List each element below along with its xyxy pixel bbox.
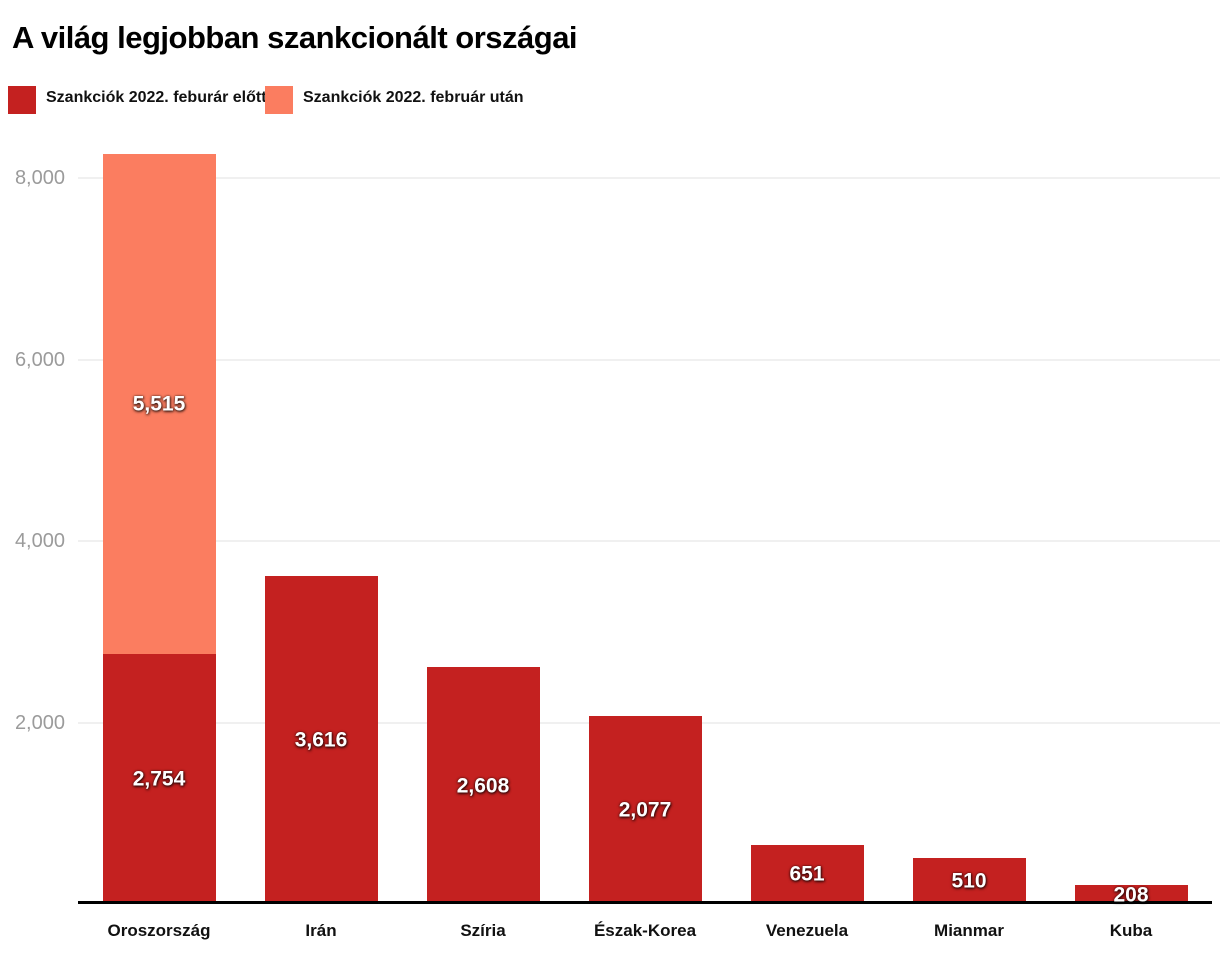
y-tick-label-6000: 6,000 <box>14 348 65 371</box>
bar-segment-oroszorszag-before <box>102 654 216 904</box>
x-axis-label-venezuela: Venezuela <box>765 921 849 940</box>
legend: Szankciók 2022. feburár előtt Szankciók … <box>0 85 1220 140</box>
x-axis-label-eszak-korea: Észak-Korea <box>593 921 697 940</box>
legend-swatch-after-icon <box>265 86 293 114</box>
x-axis-label-oroszorszag: Oroszország <box>107 921 211 940</box>
x-axis-label-iran: Irán <box>305 921 337 940</box>
bar-segment-iran-before <box>264 575 378 904</box>
legend-swatch-before-icon <box>8 86 36 114</box>
y-tick-label-2000: 2,000 <box>14 711 65 734</box>
legend-item-before: Szankciók 2022. feburár előtt <box>8 85 267 114</box>
x-axis-line <box>78 901 1212 904</box>
value-label-eszak-korea-before: 2,077 <box>618 798 672 822</box>
bar-segment-oroszorszag-after <box>102 153 216 655</box>
value-label-oroszorszag-before: 2,754 <box>132 767 186 791</box>
bar-segment-eszak-korea-before <box>588 715 702 904</box>
value-label-venezuela-before: 651 <box>789 862 825 886</box>
x-axis-label-mianmar: Mianmar <box>934 921 1004 940</box>
bar-segment-kuba-before <box>1074 885 1188 904</box>
bar-segment-mianmar-before <box>912 857 1026 904</box>
legend-label-before: Szankciók 2022. feburár előtt <box>46 89 267 106</box>
legend-label-after: Szankciók 2022. február után <box>303 89 524 106</box>
gridline-4000 <box>78 540 1220 542</box>
value-label-iran-before: 3,616 <box>294 728 348 752</box>
value-label-kuba-before: 208 <box>1113 883 1149 907</box>
x-axis-label-sziria: Szíria <box>460 921 506 940</box>
y-tick-label-8000: 8,000 <box>14 167 65 189</box>
chart-title: A világ legjobban szankcionált országai <box>12 20 578 55</box>
value-label-sziria-before: 2,608 <box>456 774 510 798</box>
gridline-6000 <box>78 359 1220 360</box>
bar-segment-venezuela-before <box>750 844 864 904</box>
gridline-8000 <box>78 177 1220 179</box>
y-tick-label-4000: 4,000 <box>14 530 65 552</box>
plot-area: 2,000 4,000 6,000 8,000 2,754 5,515 Oroszorszá… <box>0 150 1220 940</box>
value-label-mianmar-before: 510 <box>951 869 987 893</box>
legend-item-after: Szankciók 2022. február után <box>265 85 524 114</box>
bar-segment-sziria-before <box>426 667 540 904</box>
x-axis-label-kuba: Kuba <box>1109 921 1153 940</box>
value-label-oroszorszag-after: 5,515 <box>132 392 186 416</box>
